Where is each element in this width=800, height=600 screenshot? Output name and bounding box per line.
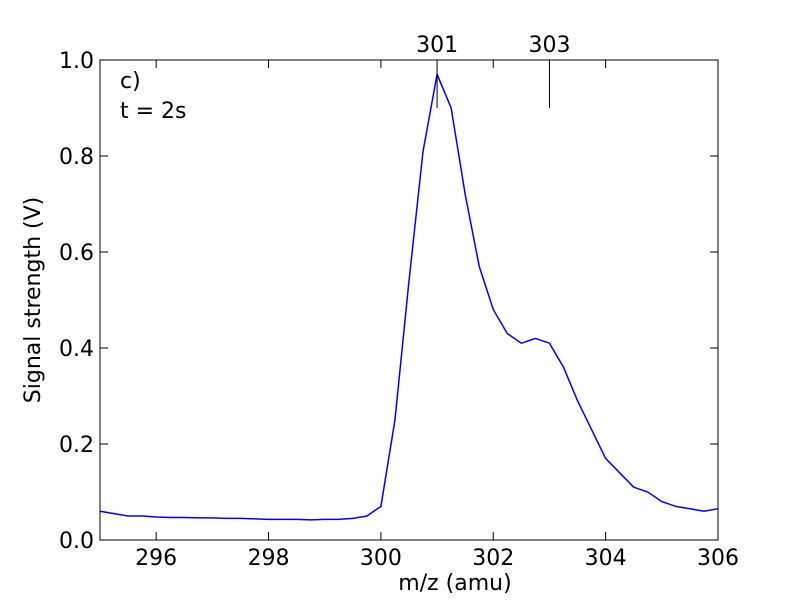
y-tick-label: 0.8 [59,145,94,170]
y-tick-label: 0.4 [59,337,94,362]
plot-frame [99,59,719,541]
annotation: c) [120,69,141,94]
x-tick-label: 306 [697,546,739,571]
x-tick-label: 300 [360,546,402,571]
y-axis-label: Signal strength (V) [21,197,46,403]
peak-marker-label: 303 [528,33,570,58]
y-tick-label: 0.6 [59,241,94,266]
x-tick-label: 304 [585,546,627,571]
x-tick-label: 296 [135,546,177,571]
annotation: t = 2s [120,99,187,124]
y-tick-label: 0.2 [59,433,94,458]
data-line [99,71,719,521]
x-tick-label: 298 [248,546,290,571]
x-tick-label: 302 [472,546,514,571]
y-tick-label: 0.0 [59,529,94,554]
x-axis-label: m/z (amu) [398,571,511,596]
y-tick-label: 1.0 [59,49,94,74]
peak-marker-label: 301 [416,33,458,58]
